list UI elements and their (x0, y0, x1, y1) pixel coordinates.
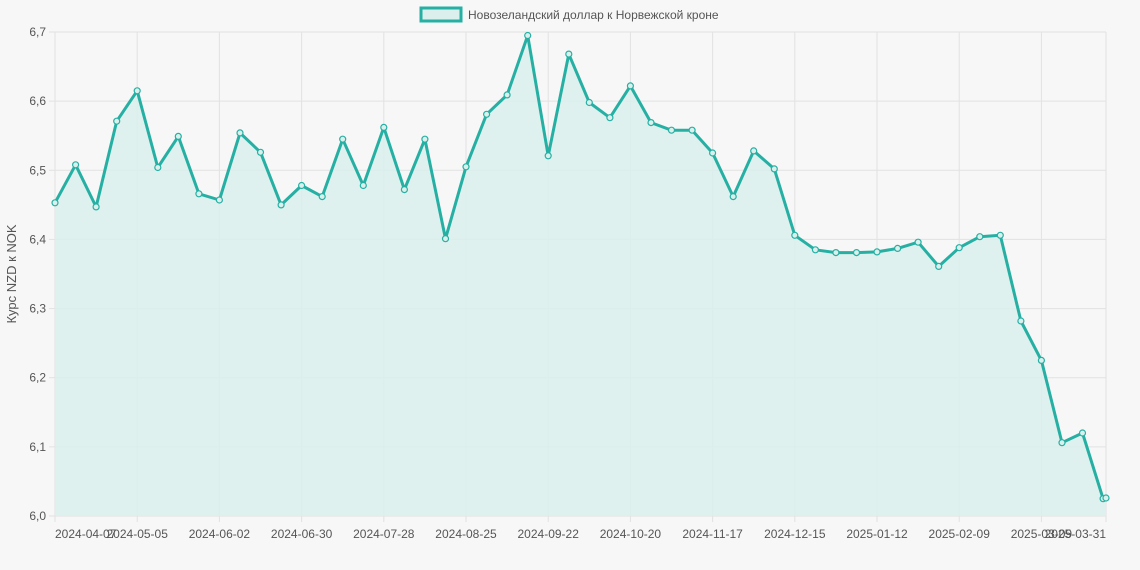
data-point (339, 135, 347, 143)
data-point (791, 231, 799, 239)
data-point (400, 186, 408, 194)
data-point (955, 244, 963, 252)
series-points (51, 31, 1110, 503)
data-point (585, 98, 593, 107)
data-point (71, 161, 80, 169)
x-tick-label: 2024-09-22 (518, 527, 580, 541)
data-point (729, 193, 737, 201)
data-point (92, 203, 100, 211)
data-point (236, 129, 244, 137)
series-area-fill (55, 35, 1106, 516)
y-tick-label: 6,5 (29, 163, 46, 177)
y-tick-label: 6,4 (29, 232, 46, 246)
data-point (770, 165, 778, 173)
data-point (935, 262, 943, 270)
data-point (524, 31, 532, 40)
data-point (441, 235, 450, 243)
data-point (298, 181, 306, 190)
data-point (1078, 429, 1087, 437)
data-point (154, 163, 162, 172)
data-point (256, 148, 265, 156)
data-point (359, 181, 367, 190)
y-tick-label: 6,3 (29, 302, 46, 316)
data-point (811, 246, 820, 254)
data-point (1102, 494, 1110, 502)
x-tick-label: 2024-06-02 (189, 527, 251, 541)
data-point (976, 233, 984, 241)
x-tick-label: 2024-11-17 (682, 527, 743, 541)
data-point (996, 231, 1004, 239)
legend-label[interactable]: Новозеландский доллар к Норвежской кроне (468, 8, 719, 22)
x-tick-label: 2024-04-07 (55, 527, 117, 541)
data-point (318, 193, 326, 201)
legend-swatch[interactable] (419, 6, 463, 23)
data-point (873, 248, 881, 256)
data-point (626, 82, 635, 90)
data-point (852, 249, 861, 257)
data-point (565, 50, 573, 58)
data-point (380, 123, 388, 132)
x-tick-label: 2025-01-12 (846, 527, 908, 541)
data-point (647, 118, 655, 127)
legend[interactable]: Новозеландский доллар к Норвежской кроне (419, 6, 719, 23)
data-point (1037, 356, 1046, 364)
data-point (750, 147, 758, 155)
y-tick-label: 6,2 (29, 371, 46, 385)
data-point (606, 114, 614, 122)
x-tick-label: 2024-05-05 (107, 527, 169, 541)
data-point (51, 199, 59, 207)
data-point (277, 201, 285, 209)
data-point (1017, 317, 1025, 325)
x-tick-label: 2024-12-15 (764, 527, 826, 541)
x-tick-label: 2024-07-28 (353, 527, 415, 541)
y-tick-label: 6,1 (29, 440, 46, 454)
x-tick-label: 2025-03-09 (1011, 527, 1073, 541)
x-tick-label: 2024-08-25 (435, 527, 497, 541)
data-point (462, 163, 470, 171)
y-tick-label: 6,6 (29, 94, 46, 108)
data-point (195, 190, 203, 198)
x-tick-label: 2024-10-20 (600, 527, 662, 541)
data-point (174, 132, 182, 140)
data-point (688, 126, 696, 134)
data-point (503, 91, 511, 99)
data-point (914, 238, 922, 246)
x-tick-label: 2024-06-30 (271, 527, 333, 541)
data-point (483, 110, 491, 118)
x-tick-label: 2025-03-31 (1045, 527, 1107, 541)
data-point (544, 152, 552, 160)
y-tick-label: 6,0 (29, 509, 46, 523)
x-tick-label: 2025-02-09 (929, 527, 991, 541)
y-tick-label: 6,7 (29, 25, 46, 39)
data-point (215, 196, 223, 204)
data-point (421, 135, 429, 143)
data-point (832, 249, 840, 257)
y-axis-label: Курс NZD к NOK (4, 224, 19, 323)
data-point (708, 149, 717, 157)
data-point (113, 117, 121, 125)
data-point (133, 87, 141, 95)
data-point (893, 244, 902, 252)
data-point (1058, 439, 1066, 447)
y-axis-ticks: 6,0 6,1 6,2 6,3 6,4 6,5 6,6 6,7 (29, 25, 46, 523)
data-point (667, 126, 676, 134)
